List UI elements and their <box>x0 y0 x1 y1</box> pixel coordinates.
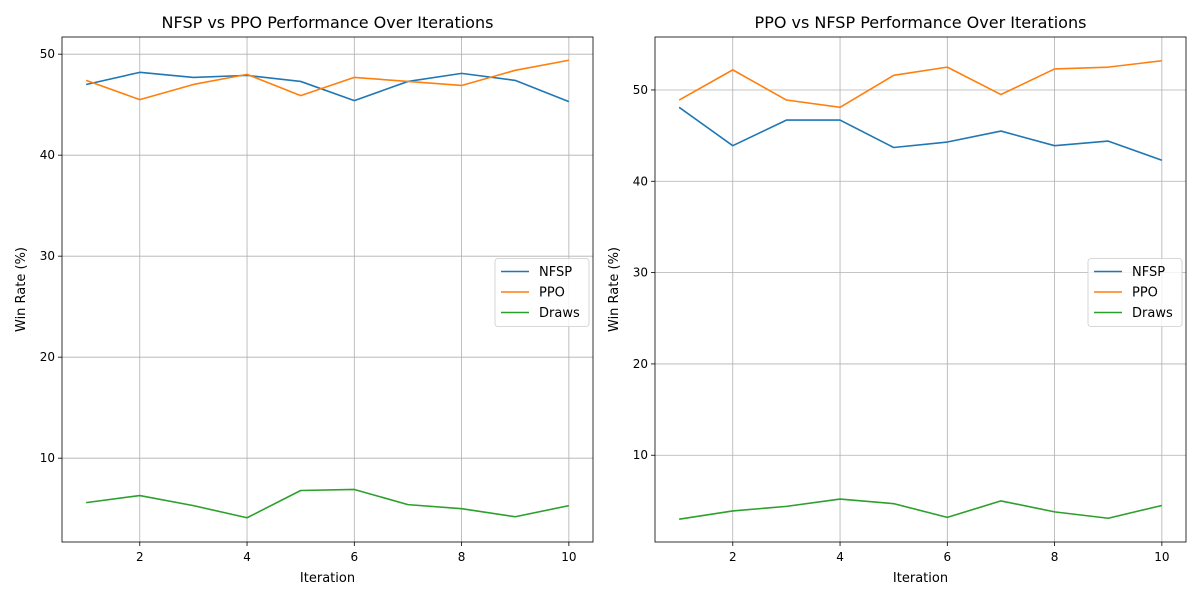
legend-label-ppo: PPO <box>539 286 565 301</box>
x-tick-label: 2 <box>729 550 737 564</box>
y-tick-label: 50 <box>40 47 55 61</box>
chart-nfsp-vs-ppo: 2 4 6 8 10 10 20 30 40 50 NFSP vs PPO Performance … <box>14 13 594 586</box>
series-line-ppo <box>678 59 1162 109</box>
y-tick-label: 50 <box>633 83 648 97</box>
legend-box <box>494 258 590 327</box>
x-tick-label: 2 <box>136 550 144 564</box>
x-axis-label: Iteration <box>893 571 948 586</box>
legend-box <box>1087 258 1183 327</box>
y-tick-label: 40 <box>40 148 55 162</box>
legend-label-nfsp: NFSP <box>1132 265 1165 280</box>
plot-frame <box>61 36 594 543</box>
x-tick-label: 10 <box>1154 550 1169 564</box>
legend: NFSP PPO Draws <box>494 258 590 327</box>
x-tick-label: 4 <box>243 550 251 564</box>
y-tick-label: 10 <box>40 451 55 465</box>
x-tick-label: 6 <box>350 550 358 564</box>
x-tick-label: 10 <box>561 550 576 564</box>
chart-title: PPO vs NFSP Performance Over Iterations <box>755 13 1087 32</box>
y-tick-label: 40 <box>633 174 648 188</box>
legend-label-draws: Draws <box>539 306 580 321</box>
y-tick-label: 10 <box>633 448 648 462</box>
y-axis-label: Win Rate (%) <box>14 247 29 332</box>
series-line-draws <box>86 488 570 519</box>
y-tick-label: 30 <box>633 266 648 280</box>
series-line-ppo <box>85 59 570 101</box>
chart-ppo-vs-nfsp: 2 4 6 8 10 10 20 30 40 50 PPO vs NFSP Performance … <box>607 13 1187 586</box>
series-line-nfsp <box>678 106 1163 162</box>
legend: NFSP PPO Draws <box>1087 258 1183 327</box>
plot-frame <box>654 36 1187 543</box>
y-tick-label: 30 <box>40 249 55 263</box>
y-tick-label: 20 <box>633 357 648 371</box>
x-tick-label: 6 <box>943 550 951 564</box>
x-tick-label: 8 <box>458 550 466 564</box>
x-axis-label: Iteration <box>300 571 355 586</box>
series-line-nfsp <box>85 71 570 103</box>
y-tick-label: 20 <box>40 350 55 364</box>
series-line-draws <box>679 498 1163 520</box>
chart-title: NFSP vs PPO Performance Over Iterations <box>162 13 494 32</box>
x-tick-label: 8 <box>1051 550 1059 564</box>
y-axis-label: Win Rate (%) <box>607 247 622 332</box>
x-tick-label: 4 <box>836 550 844 564</box>
legend-label-ppo: PPO <box>1132 286 1158 301</box>
legend-label-nfsp: NFSP <box>539 265 572 280</box>
legend-label-draws: Draws <box>1132 306 1173 321</box>
